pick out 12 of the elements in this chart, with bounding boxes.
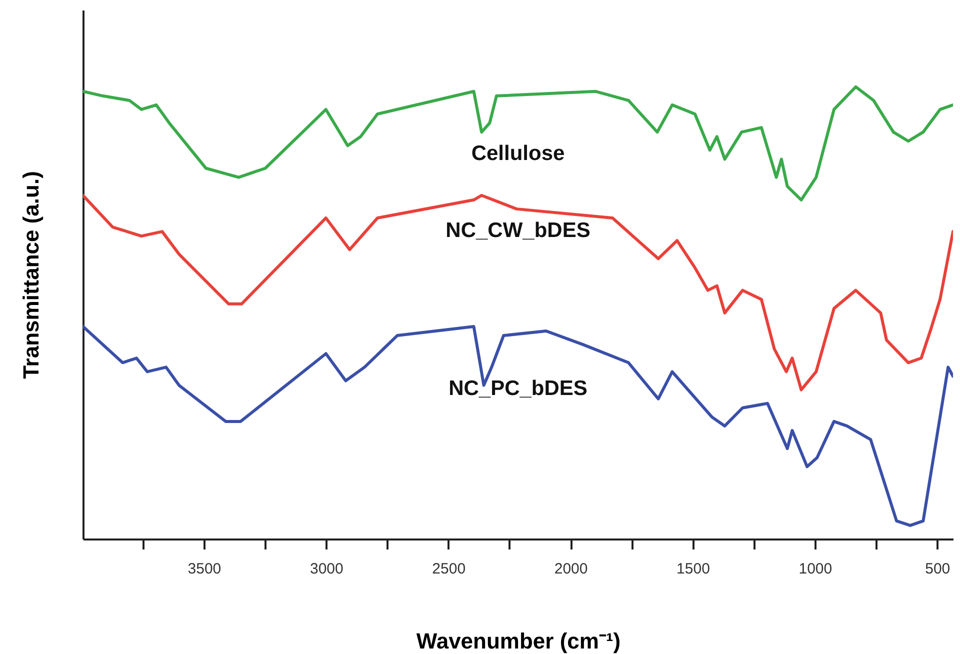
series-label: Cellulose	[471, 142, 565, 166]
x-tick-label: 2500	[432, 560, 466, 578]
x-tick-label: 1500	[676, 560, 710, 578]
x-tick-label: 2000	[554, 560, 588, 578]
x-tick-label: 3000	[310, 560, 344, 578]
series-label: NC_CW_bDES	[446, 218, 590, 242]
x-tick-label: 500	[925, 560, 950, 578]
x-tick-label: 3500	[188, 560, 222, 578]
series-label: NC_PC_bDES	[448, 377, 588, 400]
x-axis-title: Wavenumber (cm⁻¹)	[416, 628, 621, 654]
x-tick-label: 1000	[798, 560, 832, 578]
y-axis-title: Transmittance (a.u.)	[18, 171, 44, 379]
